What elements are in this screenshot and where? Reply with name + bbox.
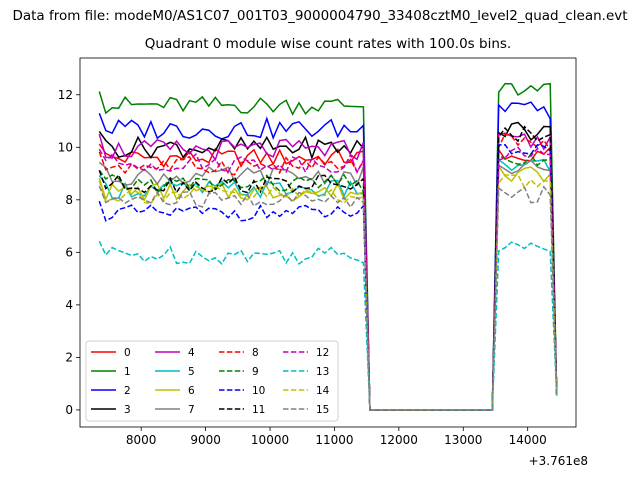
legend-label-2: 2 bbox=[124, 385, 131, 397]
legend-label-1: 1 bbox=[124, 366, 131, 378]
y-tick-label: 4 bbox=[65, 298, 73, 312]
x-ticks: 8000 9000 10000 11000 12000 13000 14000 bbox=[126, 427, 547, 447]
legend-label-13: 13 bbox=[316, 366, 329, 378]
legend-label-5: 5 bbox=[188, 366, 195, 378]
x-tick-label: 14000 bbox=[509, 433, 547, 447]
y-tick-label: 10 bbox=[58, 140, 73, 154]
x-tick-label: 10000 bbox=[251, 433, 289, 447]
y-tick-label: 12 bbox=[58, 88, 73, 102]
series-line-12 bbox=[98, 146, 558, 411]
legend-label-11: 11 bbox=[252, 404, 265, 416]
legend-label-3: 3 bbox=[124, 404, 131, 416]
series-line-1 bbox=[98, 82, 558, 411]
y-tick-label: 6 bbox=[65, 245, 73, 259]
x-offset-label: +3.761e8 bbox=[529, 454, 588, 468]
figure-title: Data from file: modeM0/AS1C07_001T03_900… bbox=[12, 8, 628, 24]
x-tick-label: 8000 bbox=[126, 433, 157, 447]
legend-label-0: 0 bbox=[124, 347, 131, 359]
x-tick-label: 11000 bbox=[315, 433, 353, 447]
x-tick-label: 9000 bbox=[190, 433, 221, 447]
x-tick-label: 13000 bbox=[444, 433, 482, 447]
x-tick-label: 12000 bbox=[380, 433, 418, 447]
legend-label-14: 14 bbox=[316, 385, 330, 397]
legend-label-7: 7 bbox=[188, 404, 195, 416]
series-line-11 bbox=[98, 125, 558, 411]
series-line-14 bbox=[98, 174, 558, 411]
series-line-7 bbox=[98, 159, 558, 411]
series-line-3 bbox=[98, 121, 558, 411]
legend-label-8: 8 bbox=[252, 347, 259, 359]
chart-title: Quadrant 0 module wise count rates with … bbox=[144, 36, 512, 52]
series-line-13 bbox=[98, 240, 558, 411]
legend-label-12: 12 bbox=[316, 347, 329, 359]
legend-label-9: 9 bbox=[252, 366, 259, 378]
series-line-15 bbox=[98, 185, 558, 411]
y-tick-label: 2 bbox=[65, 350, 73, 364]
series-line-2 bbox=[98, 101, 558, 411]
y-tick-label: 0 bbox=[65, 403, 73, 417]
legend-label-6: 6 bbox=[188, 385, 195, 397]
axes-frame bbox=[79, 57, 577, 428]
legend-label-15: 15 bbox=[316, 404, 329, 416]
series-lines bbox=[98, 82, 558, 411]
legend-label-4: 4 bbox=[188, 347, 195, 359]
series-line-10 bbox=[98, 143, 558, 411]
y-tick-label: 8 bbox=[65, 193, 73, 207]
legend-box bbox=[85, 340, 339, 422]
series-line-0 bbox=[98, 143, 558, 411]
series-line-9 bbox=[98, 152, 558, 411]
y-ticks: 0 2 4 6 8 10 12 bbox=[58, 88, 80, 417]
legend-label-10: 10 bbox=[252, 385, 265, 397]
